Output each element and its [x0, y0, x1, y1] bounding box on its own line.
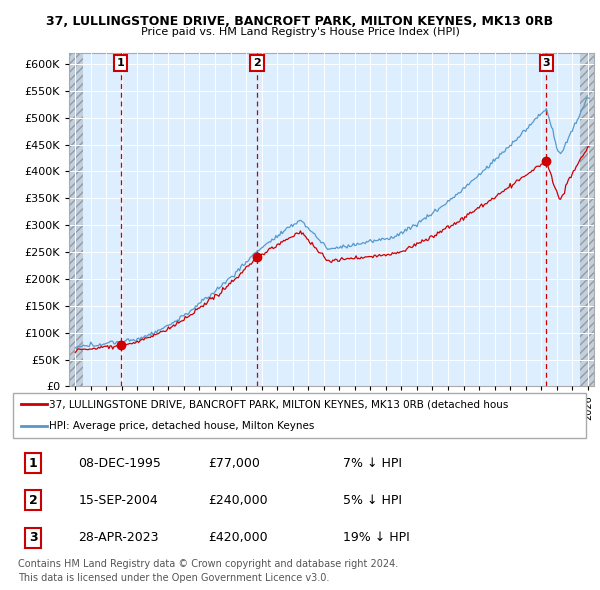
Text: Price paid vs. HM Land Registry's House Price Index (HPI): Price paid vs. HM Land Registry's House … — [140, 27, 460, 37]
Text: £420,000: £420,000 — [208, 532, 268, 545]
Bar — [580, 53, 594, 386]
Bar — [69, 53, 83, 386]
Point — [116, 340, 125, 350]
Text: 08-DEC-1995: 08-DEC-1995 — [78, 457, 161, 470]
Text: 37, LULLINGSTONE DRIVE, BANCROFT PARK, MILTON KEYNES, MK13 0RB: 37, LULLINGSTONE DRIVE, BANCROFT PARK, M… — [46, 15, 554, 28]
Text: £240,000: £240,000 — [208, 493, 268, 507]
Text: 15-SEP-2004: 15-SEP-2004 — [78, 493, 158, 507]
Text: 7% ↓ HPI: 7% ↓ HPI — [343, 457, 402, 470]
Point — [541, 156, 551, 165]
Text: 1: 1 — [117, 58, 125, 68]
FancyBboxPatch shape — [13, 393, 586, 438]
Text: 3: 3 — [29, 532, 38, 545]
Text: 19% ↓ HPI: 19% ↓ HPI — [343, 532, 410, 545]
Text: 1: 1 — [29, 457, 38, 470]
Text: 2: 2 — [253, 58, 261, 68]
Text: 3: 3 — [542, 58, 550, 68]
Text: HPI: Average price, detached house, Milton Keynes: HPI: Average price, detached house, Milt… — [49, 421, 315, 431]
Text: 2: 2 — [29, 493, 38, 507]
Point — [252, 253, 262, 262]
Text: 37, LULLINGSTONE DRIVE, BANCROFT PARK, MILTON KEYNES, MK13 0RB (detached hous: 37, LULLINGSTONE DRIVE, BANCROFT PARK, M… — [49, 399, 509, 409]
Text: 5% ↓ HPI: 5% ↓ HPI — [343, 493, 402, 507]
Text: Contains HM Land Registry data © Crown copyright and database right 2024.
This d: Contains HM Land Registry data © Crown c… — [18, 559, 398, 583]
Text: 28-APR-2023: 28-APR-2023 — [78, 532, 159, 545]
Text: £77,000: £77,000 — [208, 457, 260, 470]
